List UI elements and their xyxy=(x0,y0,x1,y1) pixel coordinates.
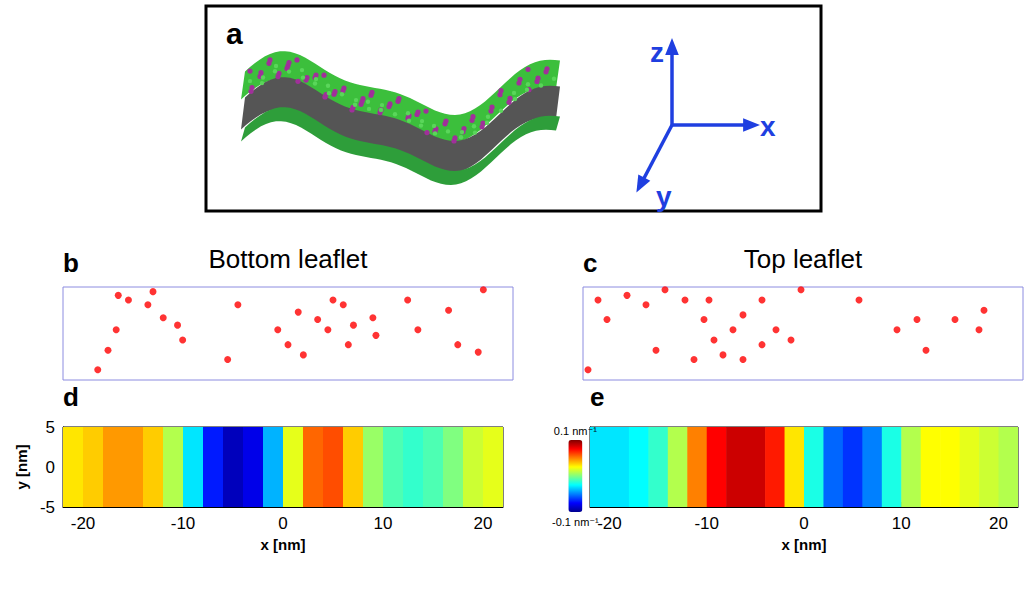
svg-text:c: c xyxy=(583,248,597,278)
svg-text:Bottom leaflet: Bottom leaflet xyxy=(209,244,369,274)
svg-text:-20: -20 xyxy=(597,514,622,533)
svg-text:20: 20 xyxy=(989,514,1008,533)
svg-text:Top leaflet: Top leaflet xyxy=(744,244,863,274)
svg-text:5: 5 xyxy=(46,418,55,437)
svg-text:0: 0 xyxy=(46,458,55,477)
svg-text:a: a xyxy=(226,17,243,50)
svg-text:y: y xyxy=(656,181,672,212)
svg-text:y [nm]: y [nm] xyxy=(13,444,30,489)
svg-text:x [nm]: x [nm] xyxy=(782,536,827,553)
svg-text:10: 10 xyxy=(892,514,911,533)
svg-text:-10: -10 xyxy=(171,514,196,533)
svg-text:e: e xyxy=(590,382,604,412)
svg-text:x: x xyxy=(760,111,776,142)
svg-text:-5: -5 xyxy=(40,498,55,517)
svg-text:-10: -10 xyxy=(694,514,719,533)
svg-text:d: d xyxy=(63,382,79,412)
svg-text:-20: -20 xyxy=(71,514,96,533)
svg-text:b: b xyxy=(63,248,79,278)
svg-text:20: 20 xyxy=(474,514,493,533)
svg-text:z: z xyxy=(650,37,664,68)
svg-text:0: 0 xyxy=(799,514,808,533)
svg-text:x [nm]: x [nm] xyxy=(261,536,306,553)
svg-text:-0.1 nm⁻¹: -0.1 nm⁻¹ xyxy=(552,516,599,528)
svg-text:0: 0 xyxy=(278,514,287,533)
svg-text:0.1 nm⁻¹: 0.1 nm⁻¹ xyxy=(554,425,597,437)
svg-text:10: 10 xyxy=(374,514,393,533)
